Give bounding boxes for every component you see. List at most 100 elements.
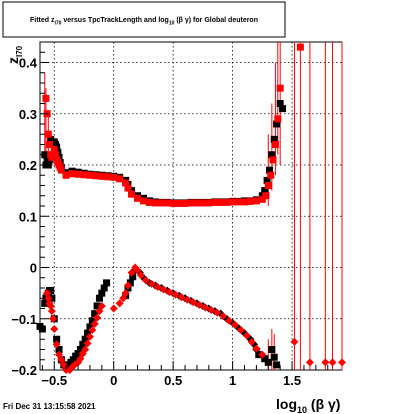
data-point-diamond <box>81 345 90 354</box>
data-point-diamond <box>183 295 192 304</box>
data-point-square <box>91 310 99 318</box>
data-point-square <box>41 299 49 307</box>
x-axis-label: log10 (β γ) <box>276 396 340 414</box>
data-point-square <box>53 335 61 343</box>
data-point-diamond <box>109 304 118 313</box>
data-point-diamond <box>49 314 58 323</box>
data-point-square <box>139 197 147 205</box>
data-point-square <box>104 173 112 181</box>
data-point-diamond <box>230 320 239 329</box>
data-point-diamond <box>328 358 337 367</box>
data-point-square <box>261 355 269 363</box>
timestamp: Fri Dec 31 13:15:58 2021 <box>3 402 96 411</box>
data-point-diamond <box>207 306 216 315</box>
data-point-diamond <box>97 301 106 310</box>
x-tick-label: 1.5 <box>283 373 301 388</box>
data-point-diamond <box>153 282 162 291</box>
data-point-square <box>263 176 271 184</box>
data-point-diamond <box>247 337 256 346</box>
data-point-square <box>57 166 65 174</box>
data-point-square <box>229 198 237 206</box>
data-point-diamond <box>147 279 156 288</box>
data-point-diamond <box>258 350 267 359</box>
data-point-square <box>50 146 58 154</box>
data-point-diamond <box>159 285 168 294</box>
data-point-diamond <box>252 344 261 353</box>
data-point-square <box>62 171 70 179</box>
data-point-square <box>223 198 231 206</box>
data-point-diamond <box>225 316 234 325</box>
data-point-square <box>199 199 207 207</box>
data-point-square <box>264 358 272 366</box>
data-point-square <box>128 187 136 195</box>
data-point-square <box>44 130 52 138</box>
y-tick-label: 0.4 <box>19 56 38 71</box>
data-point-square <box>133 194 141 202</box>
y-tick-labels: −0.2 −0.1 0 0.1 0.2 0.3 0.4 <box>11 56 37 379</box>
data-point-square <box>122 179 130 187</box>
x-tick-label: 1 <box>229 373 236 388</box>
data-point-square <box>157 199 165 207</box>
data-point-square <box>175 199 183 207</box>
data-point-square <box>86 171 94 179</box>
data-point-square <box>124 184 132 192</box>
data-point-square <box>270 353 278 361</box>
data-point-diamond <box>115 299 124 308</box>
data-point-square <box>116 175 124 183</box>
data-point-diamond <box>201 303 210 312</box>
x-tick-label: 0.5 <box>164 373 182 388</box>
data-point-square <box>276 100 284 107</box>
data-point-square <box>100 284 108 292</box>
data-point-square <box>151 199 159 207</box>
data-point-square <box>145 198 153 206</box>
data-point-diamond <box>165 288 174 297</box>
data-point-square <box>268 151 276 159</box>
data-point-diamond <box>219 312 228 321</box>
data-point-square <box>217 198 225 206</box>
data-point-square <box>76 346 84 353</box>
data-point-square <box>296 43 304 51</box>
data-point-square <box>187 199 195 207</box>
title-box: Fitted zI70 versus TpcTrackLength and lo… <box>2 1 286 38</box>
data-point-square <box>86 323 94 331</box>
data-point-square <box>51 151 59 159</box>
data-point-square <box>74 170 82 178</box>
data-point-square <box>98 289 106 297</box>
data-point-diamond <box>321 358 330 367</box>
data-point-diamond <box>177 293 186 302</box>
data-point-square <box>273 361 281 369</box>
data-point-diamond <box>83 339 92 348</box>
data-point-diamond <box>121 289 130 298</box>
data-point-diamond <box>213 308 222 317</box>
data-point-square <box>98 172 106 180</box>
data-point-square <box>95 294 103 302</box>
y-tick-label: 0.1 <box>19 209 37 224</box>
data-point-diamond <box>133 266 142 275</box>
data-point-square <box>262 192 270 200</box>
data-point-diamond <box>195 300 204 309</box>
data-point-diamond <box>52 340 61 349</box>
x-tick-labels: −0.5 0 0.5 1 1.5 <box>41 373 301 388</box>
data-point-diamond <box>88 326 97 335</box>
data-point-square <box>246 197 254 205</box>
data-point-square <box>271 141 279 148</box>
y-axis-label: zI70 <box>5 45 24 64</box>
data-point-diamond <box>93 313 102 322</box>
data-point-square <box>92 172 100 180</box>
data-point-square <box>128 190 136 198</box>
data-point-square <box>81 335 89 343</box>
data-point-square <box>74 350 82 358</box>
data-point-square <box>279 105 287 113</box>
title-frame <box>2 1 286 38</box>
data-point-square <box>205 199 213 207</box>
data-point-diamond <box>137 271 146 280</box>
data-point-diamond <box>236 326 245 335</box>
y-tick-label: 0.3 <box>19 107 37 122</box>
data-point-square <box>169 199 177 207</box>
data-point-square <box>42 94 50 102</box>
data-point-square <box>46 141 54 148</box>
data-point-diamond <box>90 319 99 328</box>
data-point-diamond <box>123 281 132 290</box>
data-point-diamond <box>47 307 56 316</box>
